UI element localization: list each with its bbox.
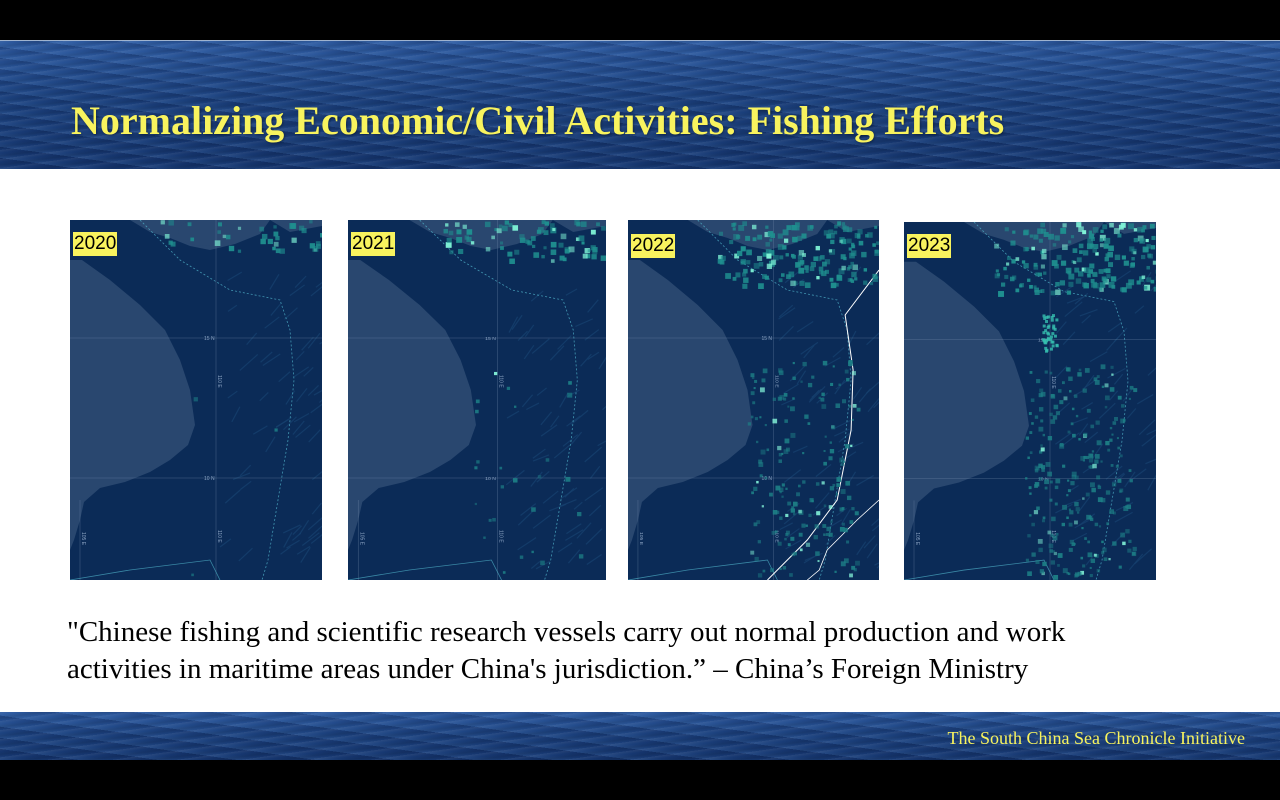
vietnam-coast-landmass xyxy=(70,260,195,550)
graticule-label-1: 10 N xyxy=(1038,477,1049,483)
top-letterbox xyxy=(0,0,1280,40)
slide: Normalizing Economic/Civil Activities: F… xyxy=(0,40,1280,760)
graticule-label-1: 10 N xyxy=(204,476,215,482)
foreign-ministry-quote: "Chinese fishing and scientific research… xyxy=(67,614,1207,688)
year-label-2022: 2022 xyxy=(631,234,676,258)
vietnam-coast-landmass xyxy=(904,261,1029,551)
graticule-label-4: 105 E xyxy=(914,532,920,546)
year-label-2023: 2023 xyxy=(907,234,952,258)
slide-title: Normalizing Economic/Civil Activities: F… xyxy=(71,98,1005,143)
graticule-label-4: 105 E xyxy=(638,532,644,546)
year-label-2021: 2021 xyxy=(351,232,396,256)
graticule-label-2: 110 E xyxy=(1050,376,1056,389)
graticule-label-0: 15 N xyxy=(204,336,215,342)
graticule-label-1: 10 N xyxy=(485,476,496,482)
bottom-letterbox xyxy=(0,760,1280,800)
graticule-label-4: 105 E xyxy=(358,532,364,546)
graticule-label-3: 110 E xyxy=(216,530,222,543)
graticule-label-3: 110 E xyxy=(773,530,779,543)
title-banner: Normalizing Economic/Civil Activities: F… xyxy=(0,40,1280,169)
vietnam-coast-landmass xyxy=(628,260,753,550)
graticule-label-2: 110 E xyxy=(498,375,504,388)
graticule-label-2: 110 E xyxy=(216,375,222,388)
map-2022: 15 N 10 N 110 E 110 E 105 E 2022 xyxy=(628,220,879,580)
graticule-label-4: 105 E xyxy=(80,532,86,546)
vietnam-coast-landmass xyxy=(348,260,476,550)
map-2020: 15 N 10 N 110 E 110 E 105 E 2020 xyxy=(70,220,322,580)
graticule-label-2: 110 E xyxy=(773,375,779,388)
graticule-label-0: 15 N xyxy=(761,336,772,342)
graticule-label-0: 15 N xyxy=(485,336,496,342)
map-graphic-2021: 15 N 10 N 110 E 110 E 105 E xyxy=(348,220,606,580)
year-label-2020: 2020 xyxy=(73,232,118,256)
footer-banner xyxy=(0,712,1280,760)
quote-line-2: activities in maritime areas under China… xyxy=(67,653,1029,685)
map-graphic-2020: 15 N 10 N 110 E 110 E 105 E xyxy=(70,220,322,580)
footer-credit: The South China Sea Chronicle Initiative xyxy=(947,728,1245,748)
quote-line-1: "Chinese fishing and scientific research… xyxy=(67,616,1066,648)
graticule-label-3: 110 E xyxy=(498,530,504,543)
map-2021: 15 N 10 N 110 E 110 E 105 E 2021 xyxy=(348,220,606,580)
